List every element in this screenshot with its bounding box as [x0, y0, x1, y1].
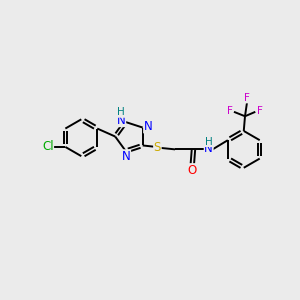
Text: N: N [117, 114, 126, 127]
Text: F: F [226, 106, 232, 116]
Text: N: N [144, 120, 152, 133]
Text: N: N [122, 150, 130, 163]
Text: F: F [244, 93, 250, 103]
Text: O: O [188, 164, 197, 177]
Text: S: S [154, 141, 161, 154]
Text: H: H [117, 107, 125, 117]
Text: F: F [257, 106, 263, 116]
Text: H: H [205, 136, 213, 146]
Text: N: N [204, 142, 213, 155]
Text: Cl: Cl [42, 140, 53, 153]
